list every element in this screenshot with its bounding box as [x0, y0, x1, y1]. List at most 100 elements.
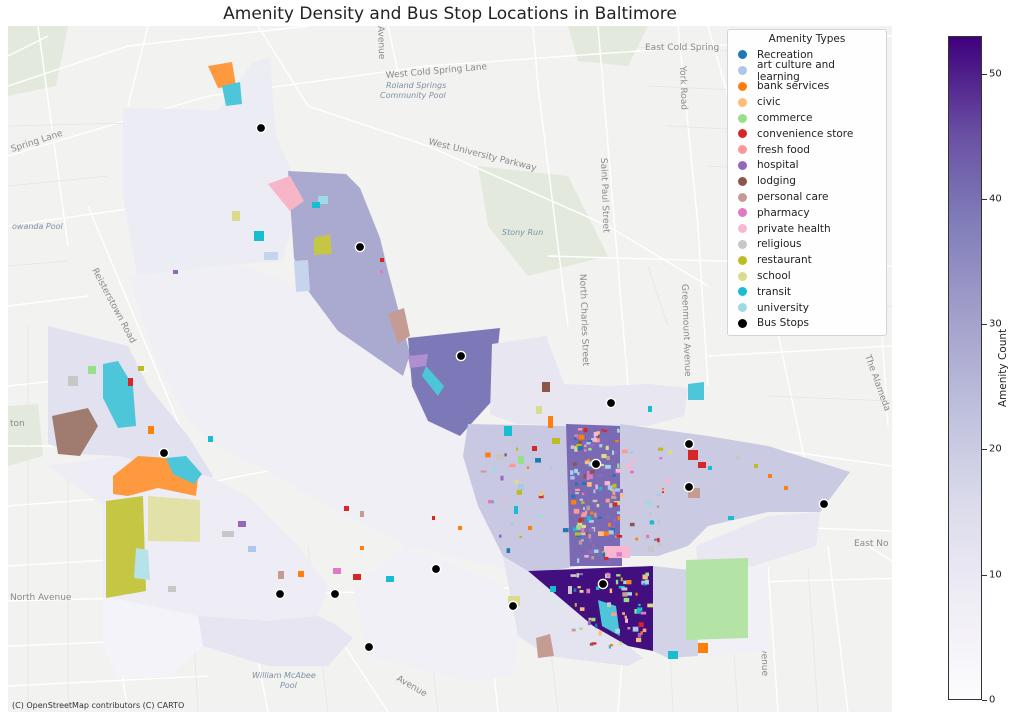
area-east-right[interactable] [620, 424, 850, 556]
amenity-mark [577, 428, 583, 431]
amenity-mark [516, 447, 519, 451]
amenity-footprints [52, 62, 788, 659]
amenity-mark [635, 537, 639, 541]
amenity-mark [604, 556, 609, 560]
area-southwest-low[interactable] [103, 596, 203, 678]
bus-stop[interactable] [507, 600, 519, 612]
label-owanda: owanda Pool [12, 222, 64, 231]
legend-item: convenience store [734, 126, 880, 142]
amenity-mark [607, 485, 613, 490]
amenity-mark [487, 499, 493, 504]
amenity-mark [614, 488, 620, 492]
amenity-mark [622, 612, 625, 615]
legend-label: fresh food [757, 143, 810, 156]
amenity-mark [578, 518, 582, 523]
legend-swatch [738, 66, 747, 76]
amenity-mark [606, 572, 610, 578]
amenity-mark [616, 574, 621, 577]
label-roland-pool: Roland Springs [386, 81, 446, 90]
area-northwest[interactable] [123, 58, 300, 281]
amenity-mark [551, 534, 555, 537]
amenity-mark [607, 522, 611, 527]
amenity-mark [570, 470, 574, 475]
bus-stop[interactable] [590, 458, 602, 470]
amenity-mark [594, 512, 597, 518]
legend: Amenity Types Recreation art culture and … [727, 29, 887, 337]
amenity-mark [645, 579, 649, 585]
amenity-mark [575, 482, 578, 486]
amenity-mark [576, 573, 580, 578]
colorbar-tick-label: 20 [989, 443, 1002, 455]
amenity-mark [598, 531, 604, 536]
amenity-mark [629, 510, 633, 514]
area-east-light[interactable] [696, 512, 820, 571]
amenity-mark [605, 464, 611, 469]
colorbar-tick [982, 700, 987, 701]
area-central-large[interactable] [128, 264, 546, 574]
amenity-mark [584, 444, 587, 448]
bus-stop[interactable] [455, 350, 467, 362]
area-east-upper[interactable] [490, 336, 688, 426]
amenity-mark [638, 622, 644, 627]
legend-swatch [738, 192, 747, 202]
amenity-mark [591, 438, 597, 442]
amenity-mark [519, 535, 523, 538]
legend-swatch [738, 176, 747, 186]
bus-stop[interactable] [683, 438, 695, 450]
amenity-mark [607, 602, 611, 608]
area-east-mid[interactable] [463, 424, 588, 574]
legend-label: religious [757, 238, 802, 251]
colorbar-tick-label: 10 [989, 569, 1002, 581]
bus-stop[interactable] [818, 498, 830, 510]
amenity-mark [593, 549, 599, 553]
bus-stop[interactable] [255, 122, 267, 134]
amenity-mark [602, 465, 605, 471]
amenity-bank-top [208, 62, 236, 88]
amenity-mark [617, 463, 620, 468]
amenity-mark [621, 587, 628, 591]
bus-stop[interactable] [354, 241, 366, 253]
amenity-mark [632, 626, 639, 632]
label-york-road: York Road [677, 65, 689, 110]
area-south-lower[interactable] [353, 546, 518, 681]
label-e-cold-spring: East Cold Spring [645, 43, 719, 53]
area-south-central[interactable] [198, 616, 353, 666]
legend-label: restaurant [757, 254, 812, 267]
amenity-mark [622, 592, 628, 597]
amenity-mark [510, 522, 514, 526]
amenity-mark [629, 522, 635, 527]
amenity-mark [617, 516, 621, 521]
colorbar-tick [982, 574, 987, 576]
amenity-mark [591, 617, 596, 622]
amenity-personal-care [388, 308, 410, 344]
amenity-university [134, 548, 150, 580]
legend-swatch [738, 318, 747, 328]
amenity-mark [586, 588, 591, 594]
area-hospital[interactable] [408, 328, 500, 436]
amenity-mark [593, 489, 596, 494]
bus-stop[interactable] [430, 563, 442, 575]
amenity-mark [574, 434, 578, 439]
colorbar-label: Amenity Count [997, 328, 1009, 408]
amenity-mark [612, 518, 617, 523]
amenity-transit-2 [166, 456, 202, 484]
legend-swatch [738, 160, 747, 170]
amenity-mark [623, 580, 629, 585]
amenity-mark [616, 535, 623, 538]
bus-stop[interactable] [158, 447, 170, 459]
amenity-mark [609, 644, 613, 647]
bus-stop[interactable] [329, 588, 341, 600]
bus-stop[interactable] [597, 578, 609, 590]
bus-stop[interactable] [363, 641, 375, 653]
bus-stop[interactable] [605, 397, 617, 409]
amenity-mark [665, 478, 671, 483]
bus-stop[interactable] [274, 588, 286, 600]
area-north-corridor[interactable] [288, 171, 410, 376]
amenity-mark [630, 470, 634, 474]
amenity-mark [657, 537, 660, 543]
bus-stop[interactable] [683, 481, 695, 493]
amenity-school [148, 496, 200, 542]
legend-swatch [738, 255, 747, 265]
amenity-mark [595, 435, 600, 438]
bus-stops[interactable] [158, 122, 830, 653]
